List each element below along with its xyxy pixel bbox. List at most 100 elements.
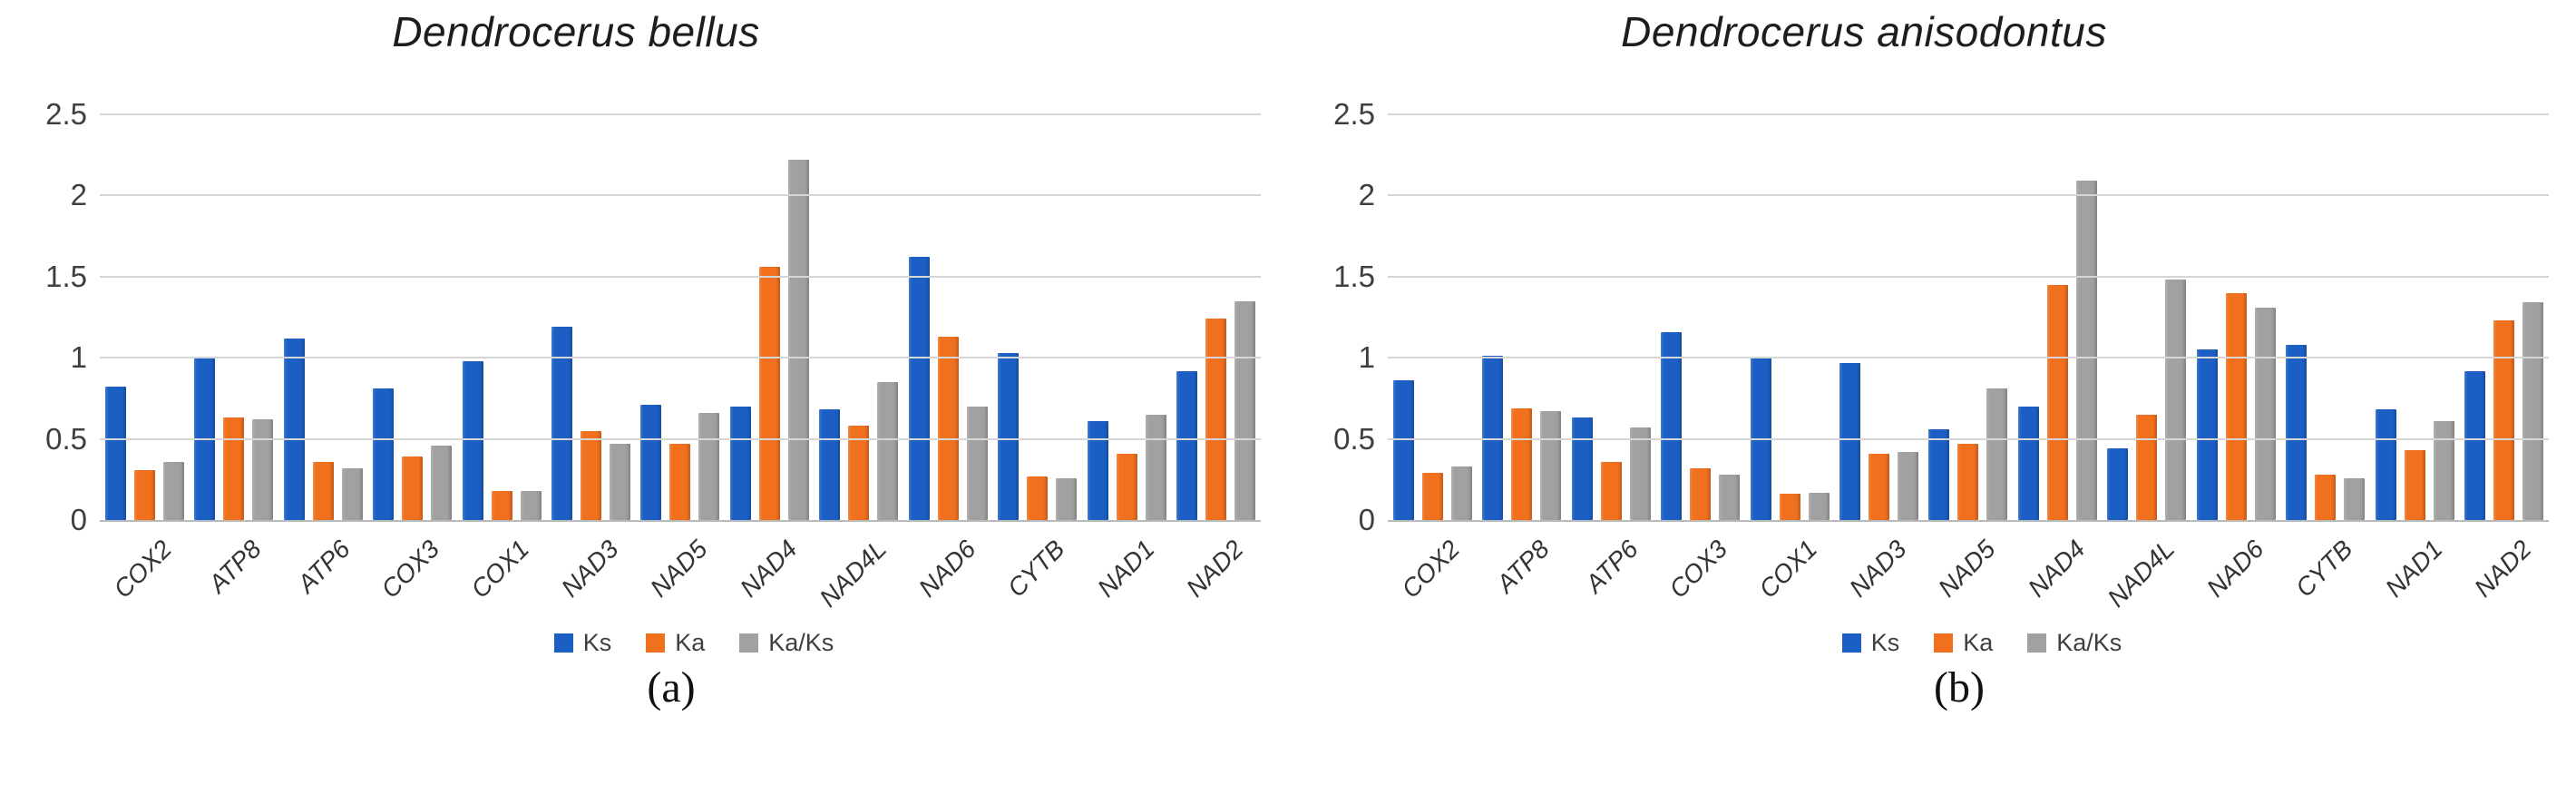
chart-title-a: Dendrocerus bellus xyxy=(392,8,760,55)
y-tick-label-1.5: 1.5 xyxy=(45,259,87,293)
legend-swatch-Ka-Ks xyxy=(739,633,759,653)
bar-groups: COX2 ATP8 ATP6 COX3 COX1 NAD3 NAD5 NAD4 NAD4L NAD… xyxy=(100,114,1261,613)
bar-Ka-ATP6 xyxy=(312,461,334,520)
legend-label-Ks: Ks xyxy=(1870,629,1900,656)
bar-Ka-NAD2 xyxy=(2493,320,2515,520)
bar-Ka-ATP8 xyxy=(1511,407,1533,520)
y-tick-label-2.5: 2.5 xyxy=(45,97,87,131)
y-tick-label-0: 0 xyxy=(70,503,87,536)
y-tick-label-2: 2 xyxy=(1358,178,1375,212)
gridline-2.5 xyxy=(100,113,1261,115)
legend-item-Ka: Ka xyxy=(646,629,705,657)
bar-group-ATP8: ATP8 xyxy=(194,114,274,598)
x-tick-label-ATP6: ATP6 xyxy=(292,535,356,598)
legend-swatch-Ks xyxy=(1841,633,1861,653)
bar-Ks-ATP6 xyxy=(1571,417,1593,520)
x-tick-label-NAD1: NAD1 xyxy=(2379,535,2448,603)
bar-Ka-Ks-NAD2 xyxy=(1234,300,1256,520)
y-tick-label-1.5: 1.5 xyxy=(1333,259,1375,293)
bar-Ka-NAD5 xyxy=(669,443,691,520)
x-tick-label-NAD4L: NAD4L xyxy=(2102,535,2180,613)
chart-panel-a: Dendrocerus bellus 0 0.5 1 1.5 2 2.5 COX2 ATP8… xyxy=(27,8,1288,712)
legend-label-Ka: Ka xyxy=(1963,629,1994,656)
plot-wrap-a: 0 0.5 1 1.5 2 2.5 COX2 ATP8 ATP6 COX3 COX1 NAD3 NAD… xyxy=(27,99,1288,613)
bar-Ks-NAD6 xyxy=(908,257,930,520)
bar-group-COX2: COX2 xyxy=(1392,114,1472,604)
x-tick-label-NAD5: NAD5 xyxy=(645,535,713,603)
bar-group-ATP6: ATP6 xyxy=(1571,114,1651,598)
bar-Ka-Ks-NAD4 xyxy=(787,160,809,520)
bar-Ka-NAD6 xyxy=(2225,292,2247,520)
legend-label-Ka-Ks: Ka/Ks xyxy=(2056,629,2122,656)
bar-Ka-Ks-NAD2 xyxy=(2522,302,2544,520)
x-tick-label-ATP6: ATP6 xyxy=(1580,535,1644,598)
bar-group-COX1: COX1 xyxy=(1750,114,1830,604)
bar-Ka-COX1 xyxy=(491,490,512,520)
bar-Ka-COX3 xyxy=(1690,467,1712,520)
bar-Ks-NAD2 xyxy=(1176,370,1198,520)
bar-Ks-COX2 xyxy=(1392,380,1414,520)
bar-Ka-COX2 xyxy=(133,469,155,520)
bar-group-NAD4: NAD4 xyxy=(729,114,809,603)
x-tick-label-ATP8: ATP8 xyxy=(202,535,267,598)
y-axis: 0 0.5 1 1.5 2 2.5 xyxy=(1315,99,1388,535)
bar-group-NAD6: NAD6 xyxy=(2196,114,2276,603)
chart-title-b: Dendrocerus anisodontus xyxy=(1621,8,2107,55)
x-tick-label-NAD2: NAD2 xyxy=(2468,535,2537,603)
bar-group-NAD1: NAD1 xyxy=(1087,114,1166,603)
gridline-1.5 xyxy=(1388,275,2549,278)
bar-Ka-Ks-ATP8 xyxy=(252,419,274,520)
bar-group-NAD2: NAD2 xyxy=(2464,114,2544,603)
x-tick-label-NAD6: NAD6 xyxy=(2200,535,2269,603)
bar-Ka-NAD4L xyxy=(2136,414,2158,520)
gridline-0.5 xyxy=(1388,437,2549,440)
bar-Ks-NAD1 xyxy=(1087,420,1108,520)
x-tick-label-NAD4: NAD4 xyxy=(734,535,803,603)
legend-label-Ka-Ks: Ka/Ks xyxy=(768,629,834,656)
bar-group-NAD1: NAD1 xyxy=(2375,114,2454,603)
bar-group-NAD2: NAD2 xyxy=(1176,114,1256,603)
bar-Ks-CYTB xyxy=(2286,344,2308,520)
x-tick-label-NAD6: NAD6 xyxy=(912,535,981,603)
bar-Ks-NAD1 xyxy=(2375,409,2396,520)
bar-Ka-Ks-COX1 xyxy=(1808,492,1830,520)
gridline-2.5 xyxy=(1388,113,2549,115)
legend-item-Ka: Ka xyxy=(1934,629,1993,657)
bar-group-NAD6: NAD6 xyxy=(908,114,988,603)
bar-Ka-CYTB xyxy=(2315,474,2337,520)
bar-Ka-NAD4 xyxy=(2046,284,2068,520)
bar-Ka-CYTB xyxy=(1027,476,1049,520)
bar-group-NAD4L: NAD4L xyxy=(814,114,899,613)
bar-Ks-NAD5 xyxy=(640,405,662,520)
bar-Ka-Ks-CYTB xyxy=(2344,477,2366,520)
bar-group-COX3: COX3 xyxy=(1661,114,1741,604)
x-tick-label-ATP8: ATP8 xyxy=(1490,535,1555,598)
bar-Ka-Ks-NAD4 xyxy=(2075,181,2097,520)
bar-Ka-NAD6 xyxy=(937,336,959,520)
bar-Ka-Ks-ATP6 xyxy=(341,467,363,520)
legend: Ks Ka Ka/Ks xyxy=(1388,629,2576,657)
bar-Ks-NAD4 xyxy=(729,406,751,520)
bar-Ks-NAD5 xyxy=(1928,428,1950,520)
bar-Ka-NAD1 xyxy=(2404,450,2425,520)
bar-group-NAD5: NAD5 xyxy=(640,114,720,603)
bar-Ka-NAD5 xyxy=(1957,443,1979,520)
bar-Ka-NAD4L xyxy=(848,426,870,520)
x-tick-label-CYTB: CYTB xyxy=(1001,535,1070,603)
x-tick-label-COX1: COX1 xyxy=(1753,535,1822,604)
plot-area: COX2 ATP8 ATP6 COX3 COX1 NAD3 NAD5 NAD4 NAD4L NAD… xyxy=(100,113,1261,613)
bar-Ka-Ks-NAD5 xyxy=(698,413,720,520)
bar-Ks-NAD3 xyxy=(1839,362,1860,520)
x-tick-label-COX3: COX3 xyxy=(1664,535,1733,604)
bar-group-CYTB: CYTB xyxy=(998,114,1078,603)
legend-swatch-Ka-Ks xyxy=(2027,633,2047,653)
bar-Ka-NAD2 xyxy=(1205,319,1227,520)
legend-item-Ks: Ks xyxy=(1841,629,1900,657)
bar-Ka-Ks-ATP6 xyxy=(1629,427,1651,520)
bar-Ka-COX2 xyxy=(1421,473,1443,520)
bar-Ks-COX2 xyxy=(104,387,126,520)
bar-Ks-COX3 xyxy=(373,388,395,520)
bar-group-NAD3: NAD3 xyxy=(551,114,630,603)
bar-Ks-NAD6 xyxy=(2196,349,2218,520)
